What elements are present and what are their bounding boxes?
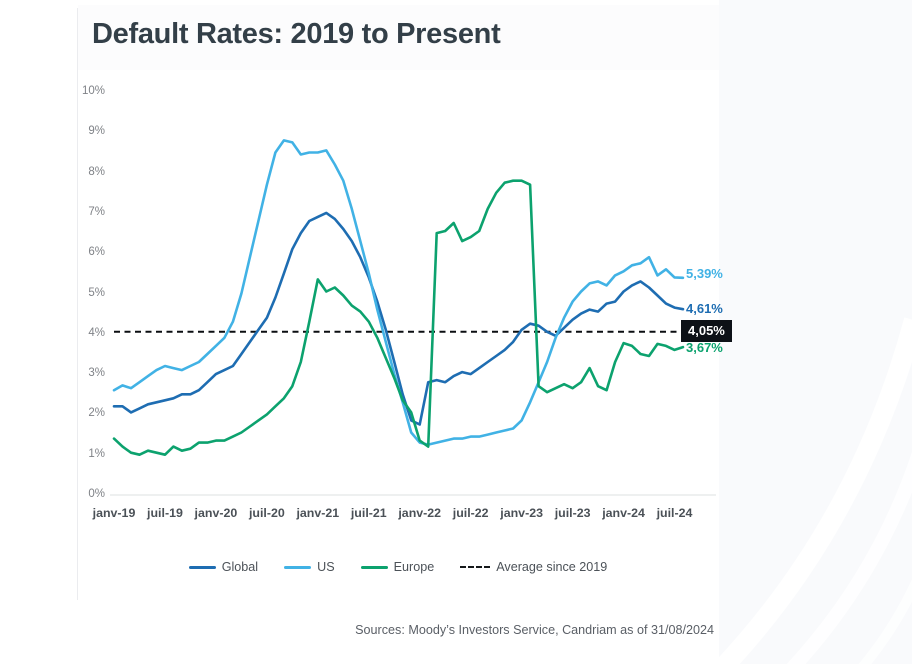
y-tick-label: 8% bbox=[88, 165, 105, 178]
x-tick-label: janv-22 bbox=[398, 506, 442, 520]
y-tick-label: 7% bbox=[88, 205, 105, 218]
x-tick-label: juil-21 bbox=[350, 506, 387, 520]
y-tick-label: 1% bbox=[88, 447, 105, 460]
y-tick-label: 4% bbox=[88, 326, 105, 339]
global-end-value-label: 4,61% bbox=[686, 301, 723, 316]
y-tick-label: 5% bbox=[88, 286, 105, 299]
x-tick-label: janv-23 bbox=[500, 506, 543, 520]
legend: Global US Europe Average since 2019 bbox=[78, 560, 718, 574]
x-tick-label: juil-24 bbox=[656, 506, 693, 520]
europe-line-swatch bbox=[360, 565, 388, 569]
average-value-badge: 4,05% bbox=[681, 320, 732, 342]
average-line-swatch bbox=[460, 566, 491, 568]
legend-label-us: US bbox=[317, 560, 335, 574]
legend-label-average: Average since 2019 bbox=[496, 560, 608, 574]
x-tick-label: janv-19 bbox=[92, 506, 136, 520]
legend-item-global: Global bbox=[188, 560, 259, 574]
x-axis-labels: janv-19 juil-19 janv-20 juil-20 janv-21 juil-… bbox=[0, 506, 912, 526]
x-tick-label: janv-21 bbox=[296, 506, 340, 520]
y-tick-label: 6% bbox=[88, 246, 105, 259]
legend-item-us: US bbox=[284, 560, 335, 574]
y-tick-label: 0% bbox=[88, 488, 105, 500]
swoosh-graphic bbox=[712, 317, 912, 664]
us-end-value-label: 5,39% bbox=[686, 266, 723, 281]
title-band bbox=[78, 5, 719, 70]
us-line-swatch bbox=[284, 565, 312, 569]
y-tick-label: 2% bbox=[88, 407, 105, 420]
global-line-swatch bbox=[188, 565, 216, 569]
legend-label-global: Global bbox=[221, 560, 259, 574]
slide-left-edge bbox=[77, 8, 78, 600]
x-tick-label: juil-23 bbox=[554, 506, 591, 520]
x-tick-label: janv-24 bbox=[602, 506, 645, 520]
y-axis-labels: 0% 1% 2% 3% 4% 5% 6% 7% 8% 9% 10% bbox=[56, 0, 105, 664]
legend-label-europe: Europe bbox=[393, 560, 435, 574]
legend-item-average: Average since 2019 bbox=[460, 560, 607, 574]
background-swoosh bbox=[712, 0, 912, 664]
y-tick-label: 3% bbox=[88, 367, 105, 380]
legend-item-europe: Europe bbox=[360, 560, 435, 574]
x-tick-label: juil-19 bbox=[147, 506, 183, 520]
source-note: Sources: Moody’s Investors Service, Cand… bbox=[355, 623, 714, 637]
y-tick-label: 10% bbox=[81, 85, 105, 97]
page-title: Default Rates: 2019 to Present bbox=[92, 18, 501, 50]
europe-end-value-label: 3,67% bbox=[686, 340, 723, 355]
x-tick-label: juil-20 bbox=[248, 506, 285, 520]
x-tick-label: janv-20 bbox=[194, 506, 238, 520]
x-tick-label: juil-22 bbox=[452, 506, 489, 520]
y-tick-label: 9% bbox=[88, 125, 105, 138]
